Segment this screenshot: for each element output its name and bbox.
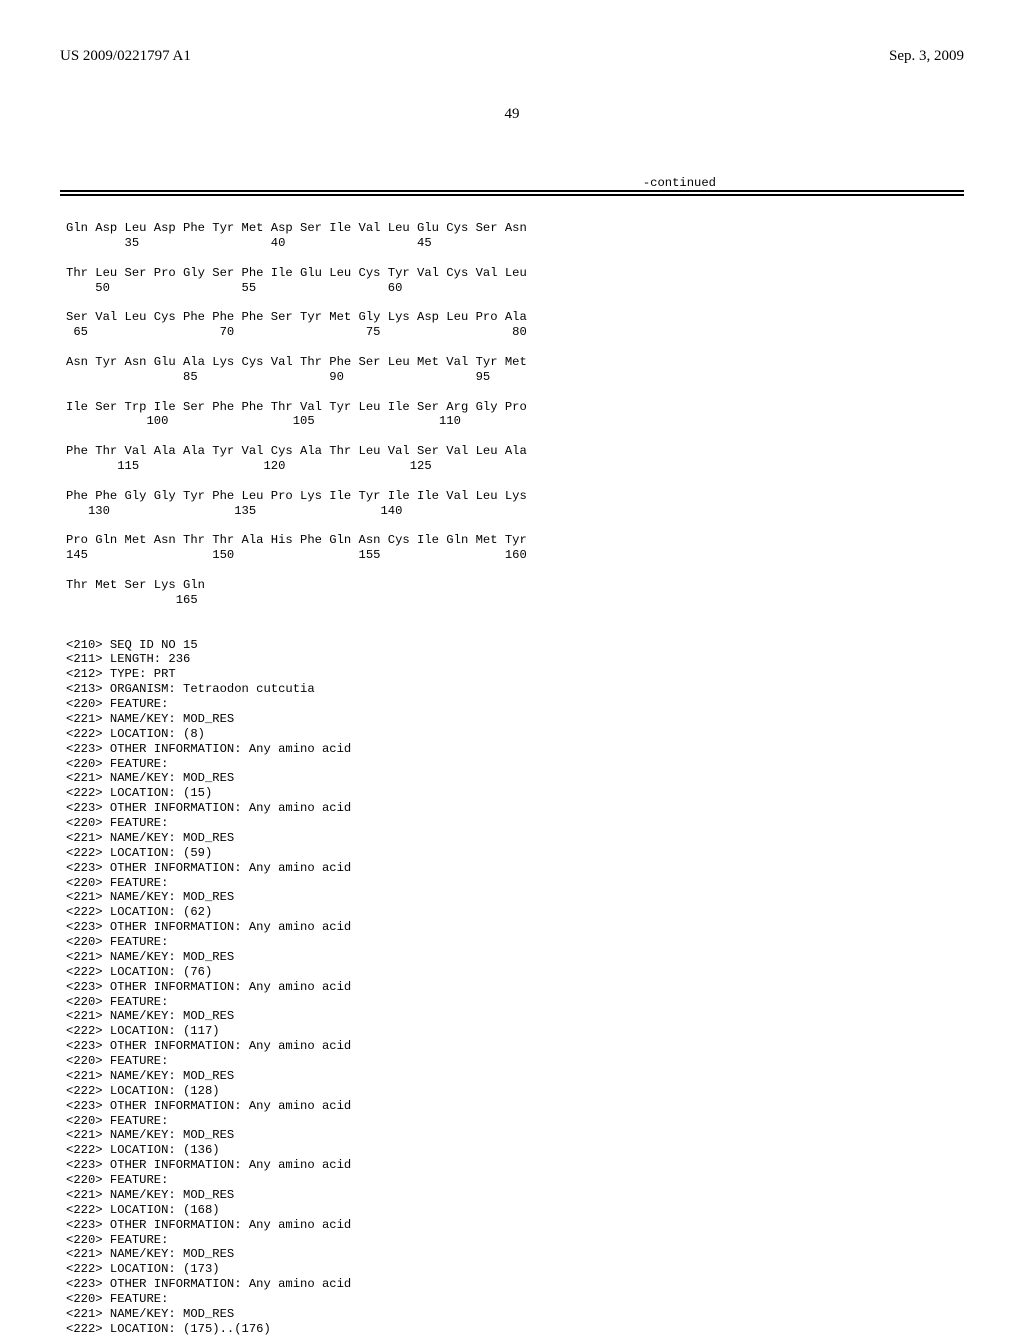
publication-date: Sep. 3, 2009 (889, 48, 964, 65)
publication-number: US 2009/0221797 A1 (60, 48, 191, 65)
sequence-rule-top (60, 190, 964, 192)
sequence-listing: Gln Asp Leu Asp Phe Tyr Met Asp Ser Ile … (66, 221, 527, 1337)
continued-label: -continued (643, 176, 716, 190)
page-number: 49 (0, 106, 1024, 123)
sequence-rule-bottom (60, 194, 964, 196)
